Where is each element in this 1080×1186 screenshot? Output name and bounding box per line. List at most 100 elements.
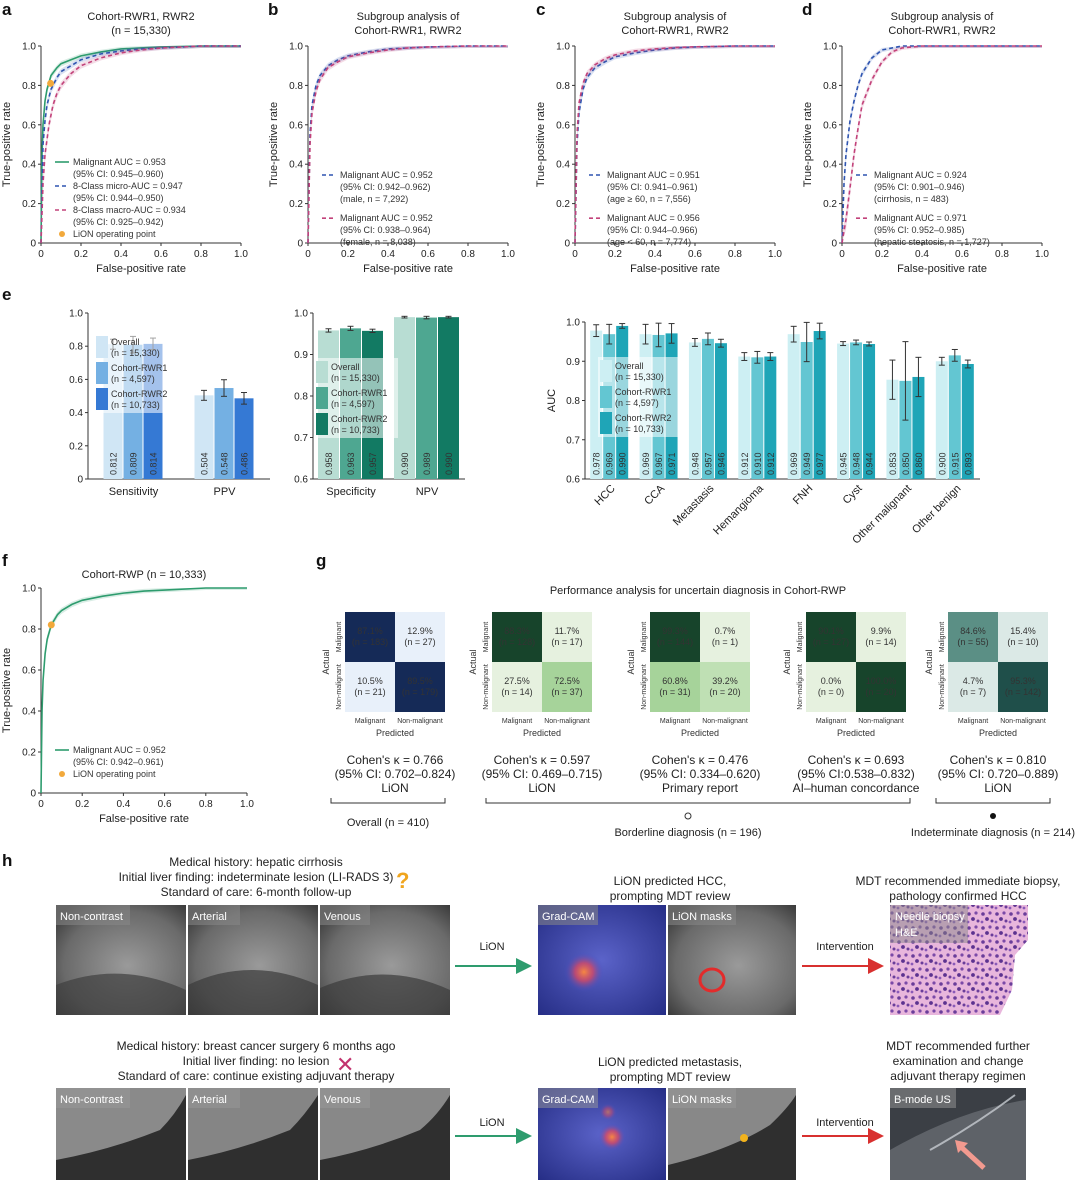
axis-label-predicted: Predicted [681, 728, 719, 738]
y-tick-label: 0.4 [22, 707, 36, 718]
legend-operating-point-label: LiON operating point [73, 229, 156, 239]
y-tick-label: 0 [30, 239, 36, 250]
y-axis-label: True-positive rate [268, 102, 280, 187]
legend-ci: (95% CI: 0.941–0.961) [607, 182, 698, 192]
legend-name: Malignant AUC = 0.971 [874, 213, 967, 223]
cell-count: (n = 179) [402, 687, 438, 697]
bar-value-label: 0.912 [740, 452, 750, 475]
col-label: Malignant [502, 718, 532, 725]
y-tick-label: 1.0 [22, 42, 36, 53]
case-2-lion-arrow-label: LiON [479, 1117, 504, 1129]
matrix-cell [700, 662, 750, 712]
bar [214, 388, 234, 479]
y-tick-label: 1.0 [294, 309, 308, 320]
axis-label-actual: Actual [321, 649, 331, 674]
x-tick-label: 0 [572, 249, 578, 260]
indeterminate-filled-marker [990, 813, 996, 819]
row-label: Non-malignant [336, 664, 343, 710]
y-tick-label: 0.8 [566, 396, 580, 407]
confusion-matrices: 87.1%(n = 183) 12.9%(n = 27) 10.5%(n = 21)… [321, 612, 1058, 795]
cell-percent: 10.5% [357, 676, 383, 686]
bar-value-label: 0.957 [703, 452, 713, 475]
y-tick-label: 0.9 [566, 357, 580, 368]
legend-name: Cohort-RWR1 [615, 387, 671, 397]
legend-n: (n = 15,330) [615, 372, 664, 382]
legend-group: (cirrhosis, n = 483) [874, 194, 949, 204]
kappa-source: LiON [381, 781, 408, 795]
case-1-biopsy-label-2: H&E [895, 927, 918, 939]
cross-mark-icon: ✕ [336, 1053, 354, 1078]
category-label: HCC [592, 483, 617, 508]
axis-label-actual: Actual [626, 649, 636, 674]
panel-label-a: a [2, 0, 12, 19]
matrix-cell [395, 662, 445, 712]
cell-percent: 11.7% [555, 626, 580, 636]
group-label-indeterminate: Indeterminate diagnosis (n = 214) [911, 827, 1075, 839]
bar-value-label: 0.504 [200, 452, 210, 475]
bar [751, 357, 764, 479]
case-2-history: Medical history: breast cancer surgery 6… [117, 1039, 396, 1053]
legend-operating-point-label: LiON operating point [73, 769, 156, 779]
x-tick-label: 0.4 [381, 249, 395, 260]
legend-name: Malignant AUC = 0.956 [607, 213, 700, 223]
kappa-ci: (95% CI: 0.469–0.715) [482, 767, 603, 781]
axis-label-predicted: Predicted [376, 728, 414, 738]
y-tick-label: 0.6 [566, 475, 580, 486]
bar-value-label: 0.910 [753, 452, 763, 475]
y-tick-label: 0 [77, 475, 83, 486]
cell-count: (n = 20) [709, 687, 740, 697]
roc-curve-1 [40, 587, 247, 794]
category-label: Specificity [326, 486, 376, 498]
bar [394, 317, 415, 479]
y-tick-label: 1.0 [289, 42, 303, 53]
legend-ci: (95% CI: 0.938–0.964) [340, 225, 431, 235]
x-tick-label: 0.8 [194, 249, 208, 260]
roc-curve-3 [40, 45, 241, 244]
ci-band [575, 46, 775, 243]
case-1-prediction-2: prompting MDT review [610, 889, 731, 903]
row-label: Malignant [336, 622, 343, 652]
cell-percent: 60.8% [662, 676, 688, 686]
col-label: Malignant [816, 718, 846, 725]
legend-name: Cohort-RWR2 [615, 413, 671, 423]
y-tick-label: 0.2 [823, 199, 837, 210]
legend-name: 8-Class micro-AUC = 0.947 [73, 181, 183, 191]
axis-label-predicted: Predicted [979, 728, 1017, 738]
bar-value-label: 0.990 [618, 452, 628, 475]
y-tick-label: 0.4 [289, 160, 303, 171]
col-label: Non-malignant [1000, 718, 1046, 725]
category-label: CCA [642, 482, 667, 507]
cell-percent: 0.7% [715, 626, 736, 636]
x-tick-label: 1.0 [501, 249, 515, 260]
bar [688, 342, 701, 479]
kappa-ci: (95% CI: 0.334–0.620) [640, 767, 761, 781]
cell-percent: 4.7% [963, 676, 984, 686]
case-2-finding: Initial liver finding: no lesion [183, 1054, 330, 1068]
x-tick-label: 0 [305, 249, 311, 260]
x-tick-label: 0.6 [421, 249, 435, 260]
bar [863, 343, 876, 479]
chart-subtitle: Cohort-RWR1, RWR2 [888, 25, 995, 37]
cell-count: (n = 1) [712, 637, 738, 647]
y-tick-label: 0.6 [556, 120, 570, 131]
category-label: Metastasis [671, 482, 717, 528]
x-tick-label: 0.2 [74, 249, 88, 260]
panel-g-title: Performance analysis for uncertain diagn… [550, 585, 846, 597]
ci-band [41, 588, 247, 793]
x-tick-label: 0.8 [199, 799, 213, 810]
chart-subtitle: (n = 15,330) [111, 25, 171, 37]
x-axis-label: False-positive rate [96, 263, 186, 275]
x-tick-label: 0.6 [154, 249, 168, 260]
y-tick-label: 0.6 [22, 666, 36, 677]
roc-curve-1 [574, 45, 775, 244]
case-1-biopsy-label-1: Needle biopsy [895, 911, 965, 923]
chart-title: Subgroup analysis of [891, 11, 995, 23]
matrix-cell [492, 662, 542, 712]
bar-value-label: 0.893 [963, 452, 973, 475]
bracket-overall [330, 798, 446, 804]
kappa-source: AI–human concordance [793, 781, 920, 795]
bar-value-label: 0.958 [324, 452, 334, 475]
bar-panel-specificity-npv: 0.6 0.7 0.8 0.9 1.0 0.958 0.963 0.957 Specificit… [294, 309, 465, 498]
legend-ci: (95% CI: 0.901–0.946) [874, 182, 965, 192]
